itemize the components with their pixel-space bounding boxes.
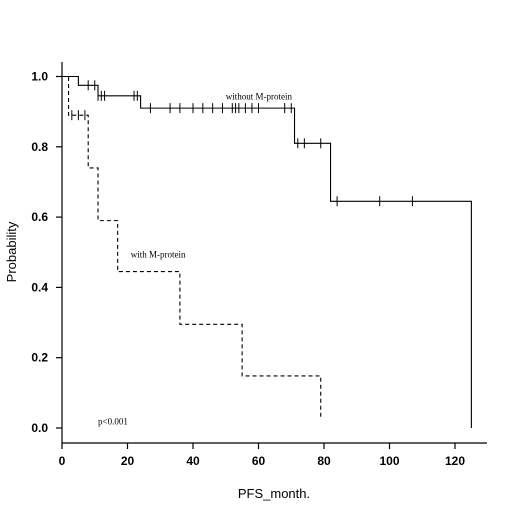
y-tick-label: 0.8 — [31, 140, 48, 154]
y-tick-label: 0.4 — [31, 280, 48, 294]
x-tick-label: 0 — [59, 454, 66, 468]
x-tick-label: 120 — [445, 454, 465, 468]
y-tick-label: 0.0 — [31, 421, 48, 435]
y-tick-label: 1.0 — [31, 70, 48, 84]
x-tick-label: 60 — [252, 454, 266, 468]
y-tick-label: 0.6 — [31, 210, 48, 224]
without-m-protein-curve — [62, 75, 472, 428]
series-label: with M-protein — [131, 250, 186, 260]
y-axis-title: Probability — [4, 221, 19, 282]
x-tick-label: 100 — [379, 454, 399, 468]
plot-layer — [62, 75, 472, 428]
axes-layer: 0 20 40 60 80 100 120 0.0 0.2 0.4 0.6 0.8 1.0 — [31, 62, 487, 468]
p-value-annotation: p<0.001 — [98, 416, 128, 426]
x-tick-label: 80 — [317, 454, 331, 468]
x-tick-label: 20 — [121, 454, 135, 468]
x-tick-label: 40 — [186, 454, 200, 468]
series-label: without M-protein — [226, 91, 293, 101]
y-tick-label: 0.2 — [31, 351, 48, 365]
with-m-protein-curve — [62, 75, 322, 418]
x-axis-title: PFS_month. — [238, 486, 310, 501]
labels-layer: PFS_month. Probability without M-protein wi… — [4, 91, 310, 501]
